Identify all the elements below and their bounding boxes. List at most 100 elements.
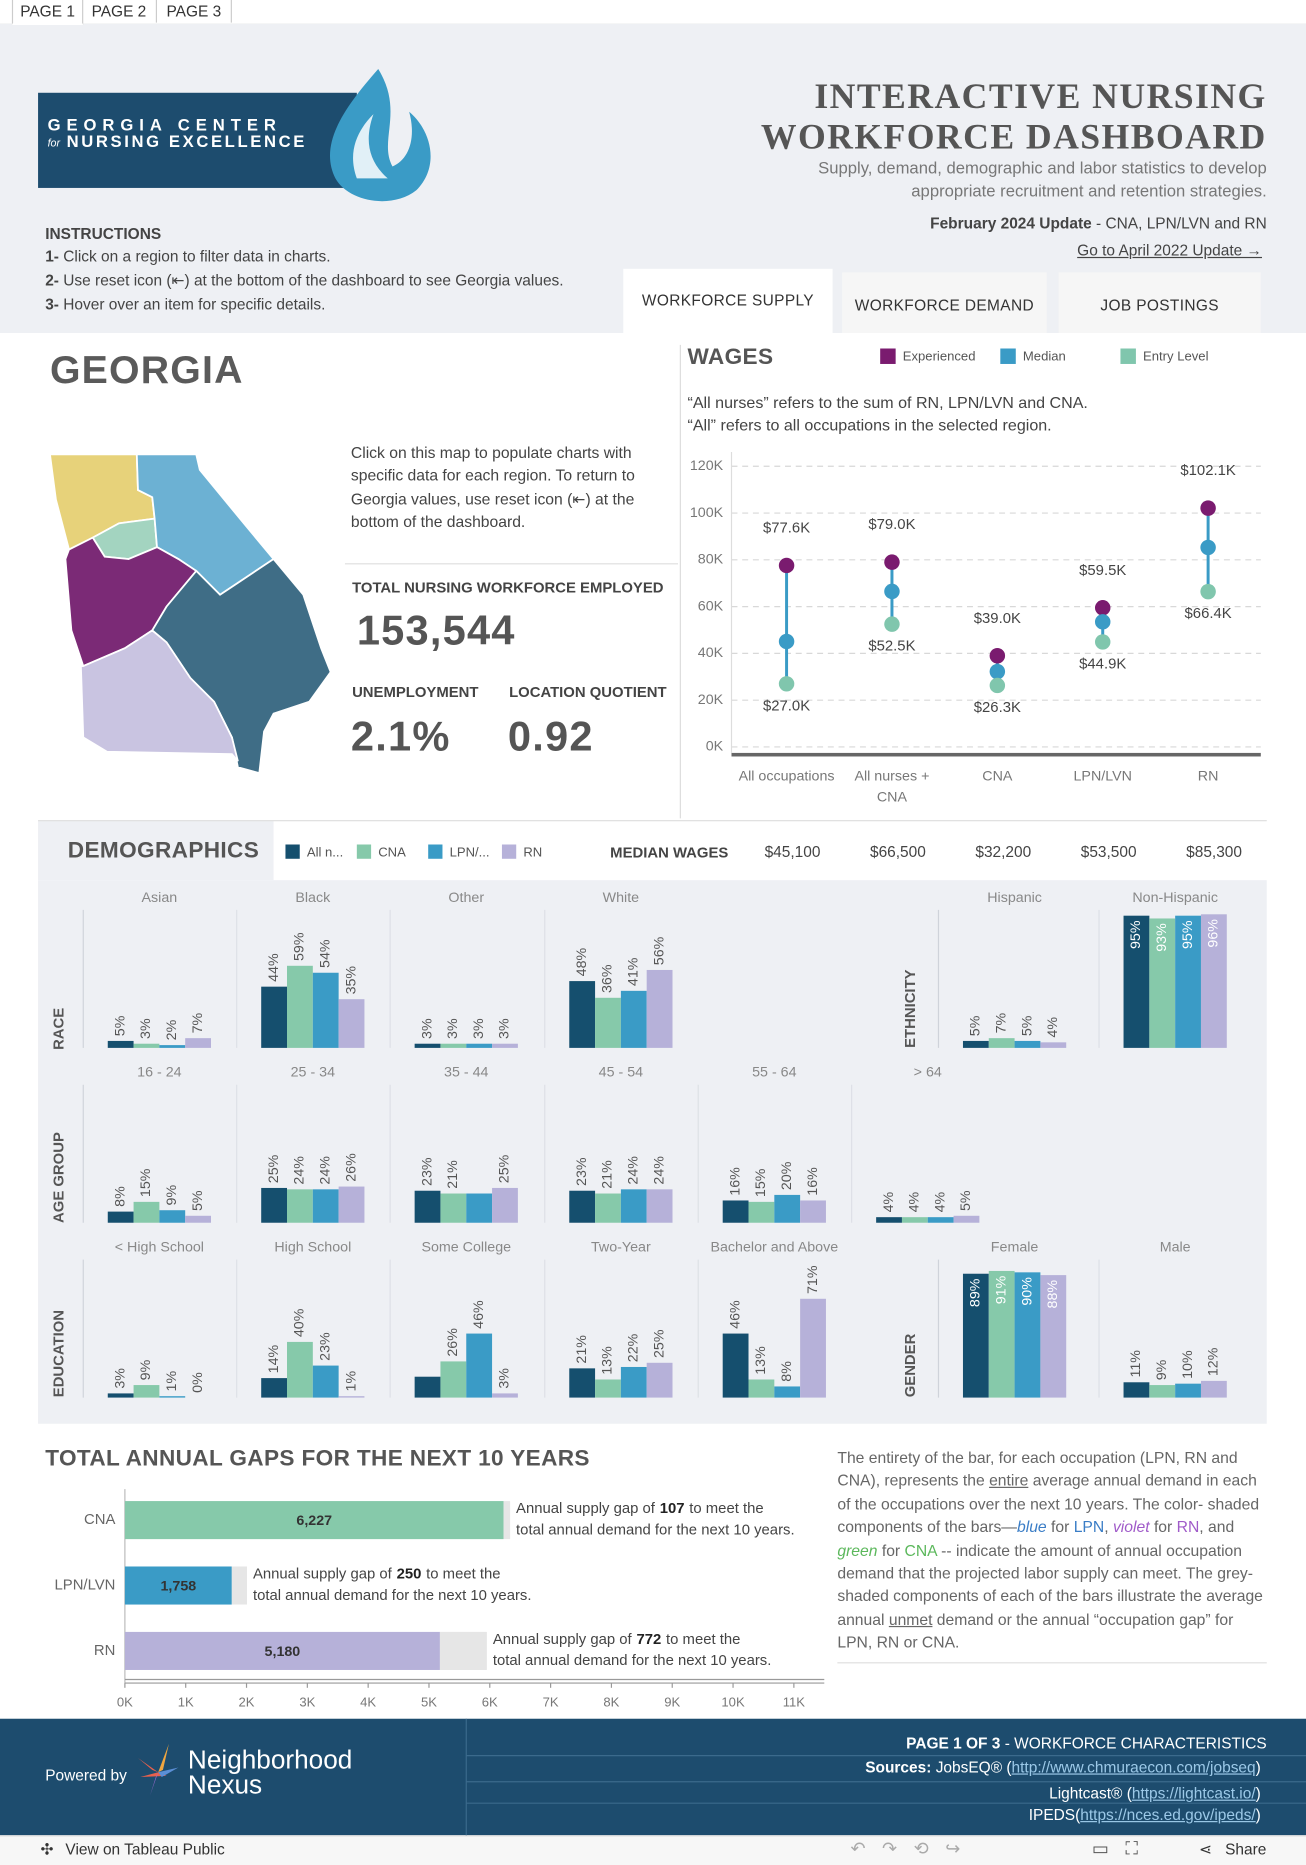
gap-value: 772 [636, 1630, 662, 1648]
category-label: RN [94, 1643, 115, 1659]
note-text: entire [989, 1471, 1029, 1490]
category-label: Female [991, 1239, 1039, 1255]
value-label: 71% [805, 1265, 821, 1294]
x-tick-label: 0K [117, 1695, 133, 1710]
value-label: 96% [1206, 919, 1222, 948]
title: WORKFORCE DASHBOARD [760, 117, 1267, 158]
logo-text: for [48, 138, 61, 150]
value-label: 25% [651, 1329, 667, 1358]
bar [287, 965, 313, 1048]
dot [989, 663, 1006, 680]
source-link[interactable]: https://nces.ed.gov/ipeds/ [1080, 1805, 1256, 1824]
bar [159, 1045, 186, 1048]
value-label: 2% [164, 1019, 180, 1040]
source-link[interactable]: http://www.chmuraecon.com/jobseq [1011, 1757, 1256, 1776]
dot [884, 583, 900, 600]
toolbar-icons[interactable]: ▭⛶ [1091, 1838, 1155, 1860]
view-tab[interactable]: JOB POSTINGS [1058, 272, 1261, 334]
instructions-title: INSTRUCTIONS [45, 224, 162, 243]
legend-swatch [428, 844, 443, 859]
dot [778, 557, 795, 574]
instruction: 3- Hover over an item for specific detai… [45, 295, 325, 313]
source-link[interactable]: https://lightcast.io/ [1131, 1784, 1256, 1802]
legend-label: All n... [307, 844, 343, 859]
value-label: 5% [190, 1190, 206, 1211]
value-label: 88% [1045, 1280, 1061, 1309]
bar [620, 990, 647, 1048]
bar [338, 1186, 365, 1223]
brand-name[interactable]: Nexus [187, 1769, 263, 1800]
value-label: 26% [343, 1153, 359, 1182]
bar [595, 1379, 621, 1398]
brand-name[interactable]: Neighborhood [187, 1744, 353, 1775]
dot [1200, 500, 1216, 516]
view-on-tableau[interactable]: View on Tableau Public [65, 1840, 225, 1858]
bar [159, 1210, 186, 1223]
value-label: 46% [471, 1300, 487, 1329]
value-label: 9% [138, 1359, 154, 1380]
source-name: IPEDS( [1028, 1805, 1081, 1824]
bar [595, 997, 621, 1048]
category-label: 55 - 64 [752, 1065, 796, 1081]
dot [1200, 539, 1216, 556]
bar [1123, 915, 1150, 1048]
legend-swatch [1000, 348, 1016, 364]
map-region[interactable] [79, 629, 239, 762]
y-tick-label: 80K [698, 552, 724, 568]
note-text: unmet [888, 1610, 933, 1629]
update-link[interactable]: Go to April 2022 Update → [1077, 241, 1262, 260]
note-text: demand or the annual “occupation gap” fo… [837, 1610, 1234, 1652]
gap-annotation: Annual supply gap of 107 to meet the total … [516, 1497, 795, 1540]
view-tab[interactable]: WORKFORCE SUPPLY [623, 268, 833, 334]
tableau-icon: ✣ [40, 1840, 54, 1858]
share-icon[interactable]: ⋖ [1198, 1840, 1212, 1858]
value-label: 46% [727, 1300, 743, 1329]
bar [953, 1215, 980, 1223]
gap-value: 107 [659, 1499, 685, 1517]
legend-swatch [1120, 348, 1136, 364]
median-wages-label: MEDIAN WAGES [610, 844, 729, 862]
annotation-text: total annual demand for the next 10 year… [492, 1652, 772, 1669]
gap-annotation: Annual supply gap of 250 to meet the total … [253, 1563, 532, 1606]
value-label: 44% [266, 953, 282, 982]
bar [287, 1341, 313, 1398]
value-label: 5% [1019, 1015, 1035, 1036]
kpi-label: LOCATION QUOTIENT [509, 683, 667, 701]
gap-value: 250 [396, 1565, 422, 1582]
value-label: $39.0K [974, 611, 1021, 627]
category-label: 25 - 34 [291, 1065, 335, 1081]
source: IPEDS(https://nces.ed.gov/ipeds/) [1029, 1806, 1261, 1824]
bar [492, 1393, 518, 1398]
dot [778, 633, 795, 650]
update-scope: - CNA, LPN/LVN and RN [1096, 214, 1267, 232]
brand-petal [158, 1767, 179, 1778]
bar [901, 1217, 928, 1223]
category-label: Other [448, 890, 484, 906]
value-label: 21% [445, 1160, 461, 1189]
bar [722, 1333, 749, 1398]
category-label: Asian [142, 890, 178, 906]
page-tab[interactable]: PAGE 1 [11, 0, 84, 25]
axis-label: RACE [51, 1008, 67, 1050]
x-tick-label: 10K [721, 1695, 745, 1710]
value-label: 15% [138, 1168, 154, 1197]
legend-label: Median [1023, 348, 1066, 363]
toolbar-icons[interactable]: ↶↷⟲↪ [850, 1838, 977, 1860]
legend-label: Entry Level [1143, 348, 1209, 363]
value-label: 26% [445, 1328, 461, 1357]
note-text: for [881, 1541, 901, 1559]
category-label: Two-Year [591, 1239, 651, 1255]
category-label: Black [295, 890, 331, 906]
x-tick-label: 9K [664, 1695, 680, 1710]
x-tick-label: LPN/LVN [1073, 767, 1132, 784]
page-tab[interactable]: PAGE 2 [82, 0, 158, 23]
page-tab[interactable]: PAGE 3 [157, 0, 232, 23]
category-label: Non-Hispanic [1132, 890, 1218, 906]
value-label: $27.0K [763, 698, 810, 714]
view-tab[interactable]: WORKFORCE DEMAND [842, 272, 1047, 334]
share[interactable]: Share [1225, 1840, 1267, 1858]
bar [414, 1376, 441, 1398]
dot [1094, 634, 1111, 650]
bar [569, 1368, 596, 1398]
